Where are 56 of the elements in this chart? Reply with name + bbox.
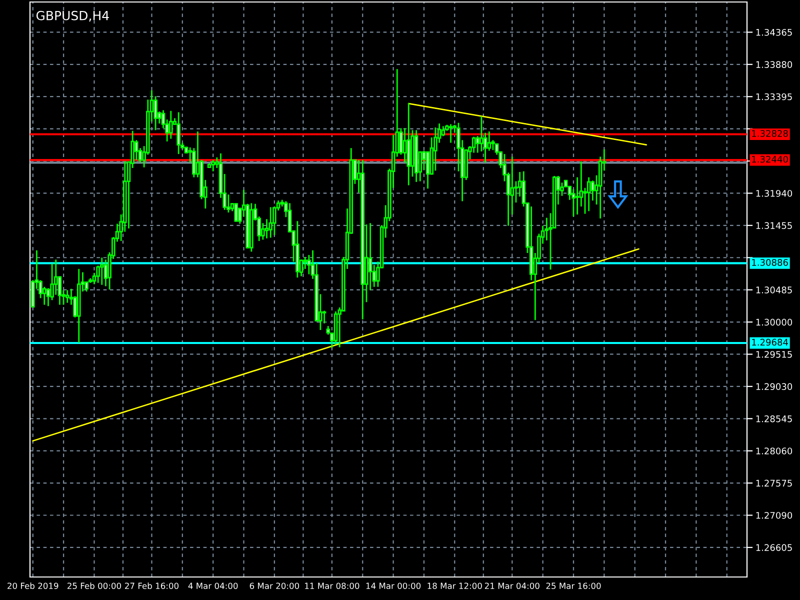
- y-tick-label: 1.31940: [756, 190, 792, 197]
- y-tick-label: 1.27090: [756, 512, 792, 519]
- x-tick-label: 11 Mar 08:00: [305, 582, 360, 590]
- y-tick-label: 1.28060: [756, 448, 792, 454]
- candlestick: [176, 112, 180, 155]
- x-tick-label: 14 Mar 00:00: [366, 582, 421, 590]
- x-tick-label: 21 Mar 04:00: [484, 582, 540, 590]
- x-tick-label: 18 Mar 12:00: [428, 582, 482, 590]
- x-tick-label: 6 Mar 20:00: [250, 582, 300, 590]
- y-tick-label: 1.28545: [756, 415, 792, 422]
- candlestick: [586, 176, 591, 212]
- x-tick-label: 27 Feb 16:00: [125, 582, 179, 590]
- candlestick: [261, 222, 265, 240]
- x-tick-label: 25 Mar 16:00: [546, 582, 601, 590]
- candlestick: [434, 126, 438, 172]
- candlestick: [307, 254, 311, 275]
- candlestick: [100, 256, 104, 286]
- y-tick-label: 1.33880: [756, 61, 792, 68]
- y-tick-label: 1.29515: [756, 350, 792, 358]
- ref-line-label: 1.32828: [752, 130, 788, 137]
- candlestick: [211, 159, 215, 172]
- text: GBPUSD,H4: [36, 10, 109, 22]
- y-tick-label: 1.31455: [756, 222, 792, 229]
- candlestick: [590, 180, 595, 202]
- y-tick-label: 1.33395: [756, 93, 792, 100]
- candlestick: [476, 135, 480, 154]
- candlestick: [234, 202, 238, 222]
- candlestick: [46, 287, 50, 307]
- y-tick-label: 1.30485: [756, 286, 792, 294]
- candlestick: [480, 116, 484, 152]
- y-tick-label: 1.26605: [756, 544, 792, 552]
- candlestick: [303, 256, 307, 270]
- x-tick-label: 25 Feb 00:00: [68, 582, 122, 590]
- candlestick: [134, 139, 138, 161]
- candlestick: [575, 176, 580, 216]
- y-tick-label: 1.30000: [756, 318, 792, 326]
- x-tick-label: 4 Mar 04:00: [188, 582, 238, 590]
- ref-line-label: 1.32440: [752, 156, 788, 163]
- ref-line-label: 1.30886: [752, 258, 788, 266]
- candlestick: [426, 150, 430, 190]
- candlestick: [169, 110, 173, 140]
- y-tick-label: 1.34365: [756, 28, 792, 36]
- x-tick-label: 20 Feb 2019: [8, 582, 58, 590]
- candlestick: [422, 150, 426, 171]
- candlestick: [441, 125, 446, 137]
- candlestick: [54, 258, 58, 296]
- ref-line-label: 1.29684: [752, 338, 788, 346]
- candlestick: [268, 206, 272, 238]
- y-tick-label: 1.29030: [756, 383, 792, 390]
- y-tick-label: 1.27575: [756, 480, 792, 487]
- candlestick: [66, 289, 70, 304]
- candlestick: [368, 222, 372, 291]
- candlestick: [487, 130, 492, 152]
- candlestick: [322, 310, 326, 324]
- candlestick: [402, 127, 407, 164]
- candlestick: [448, 123, 453, 144]
